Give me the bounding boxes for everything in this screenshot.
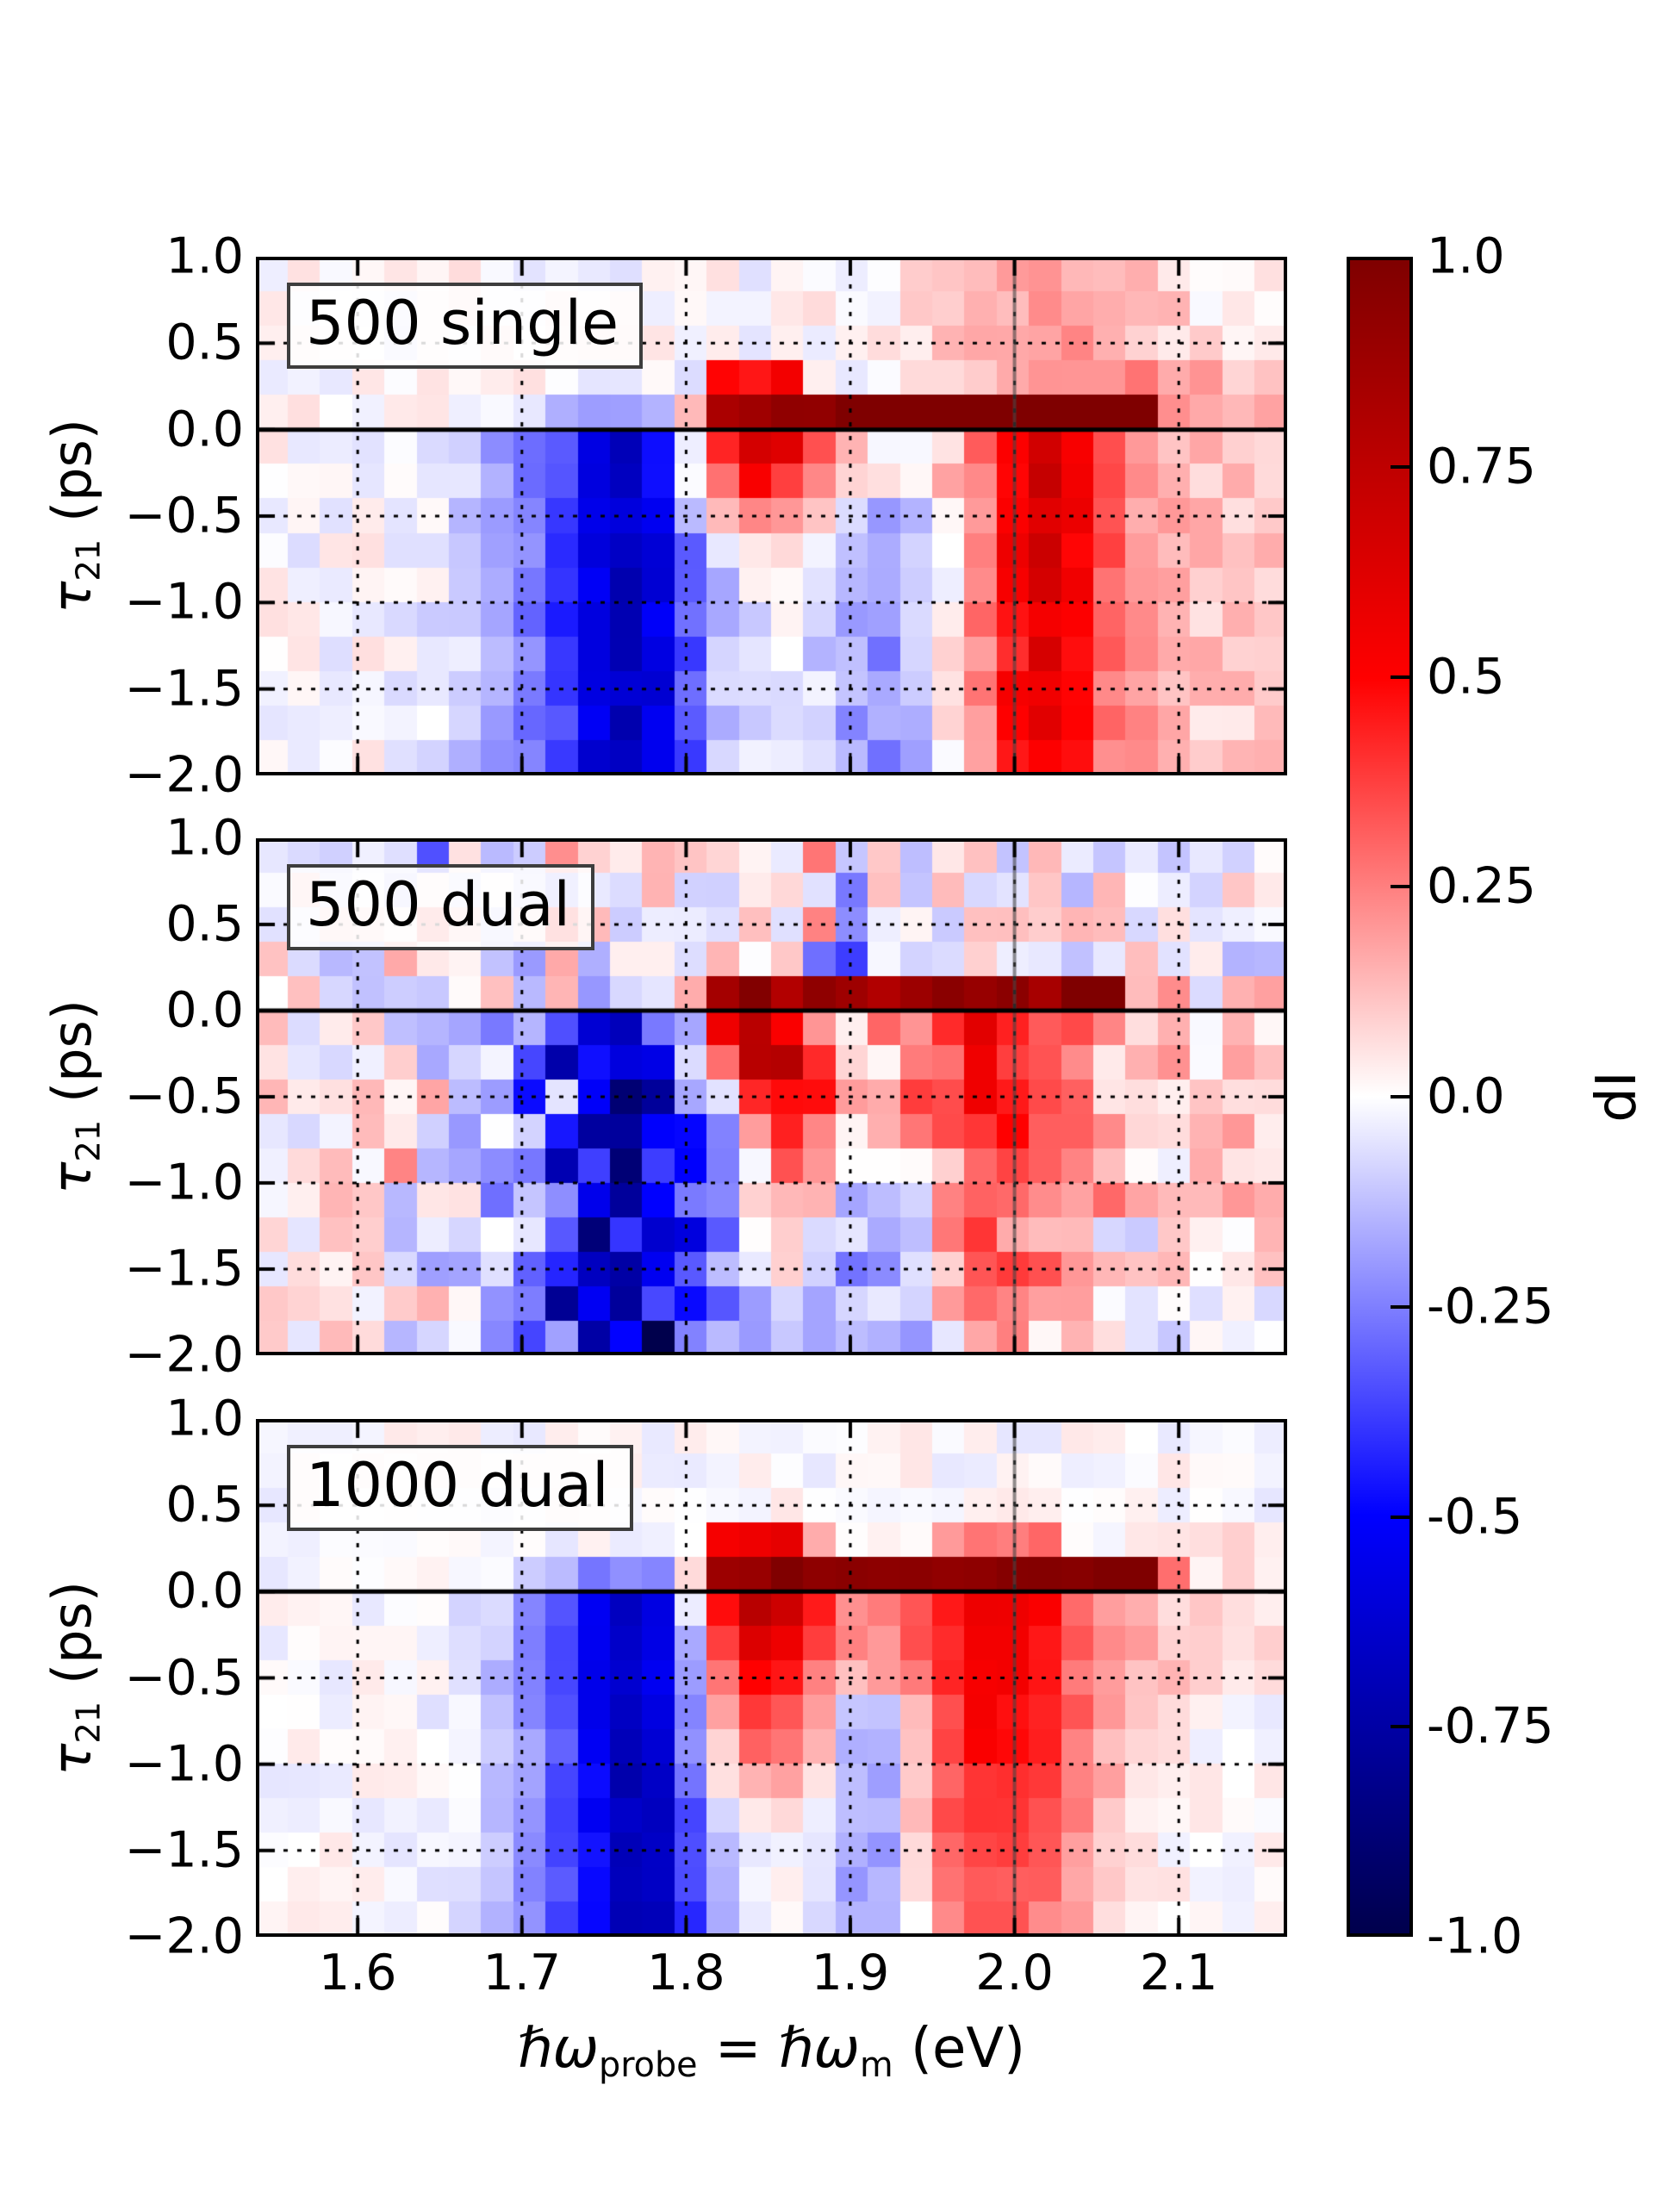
y-tick-label: 0.0 [165, 981, 244, 1039]
heatmap-panel-500-dual: 500 dual [256, 838, 1287, 1355]
panel-title: 500 dual [306, 869, 571, 940]
colorbar-tick [1391, 1304, 1409, 1309]
y-axis-label: τ21 (ps) [40, 999, 109, 1194]
colorbar-tick-label: 0.0 [1427, 1067, 1505, 1125]
label-fragment: τ [40, 1743, 103, 1776]
heatmap-panel-1000-dual: 1000 dual [256, 1419, 1287, 1937]
y-tick-label: 1.0 [165, 227, 244, 285]
y-tick-label: −0.5 [124, 1067, 244, 1125]
label-fragment: (ps) [40, 1580, 103, 1702]
y-tick-label: −2.0 [124, 1326, 244, 1384]
colorbar-tick [1391, 675, 1409, 679]
label-fragment: τ [40, 581, 103, 613]
y-tick-label: 0.5 [165, 1476, 244, 1534]
panel-title: 1000 dual [306, 1450, 609, 1521]
y-tick-label: 0.5 [165, 895, 244, 953]
label-fragment: 21 [69, 538, 109, 582]
x-tick-label: 1.9 [811, 1945, 890, 2001]
colorbar-tick-label: 0.25 [1427, 857, 1536, 915]
panel-title-box: 500 dual [287, 864, 595, 950]
x-tick-label: 1.8 [647, 1945, 725, 2001]
panel-title: 500 single [306, 288, 619, 358]
label-fragment: τ [40, 1161, 103, 1194]
y-axis-label: τ21 (ps) [40, 419, 109, 613]
x-axis-label: ℏωprobe = ℏωm (eV) [518, 2021, 1025, 2083]
x-tick-label: 1.6 [318, 1945, 397, 2001]
x-tick-label: 1.7 [482, 1945, 562, 2001]
colorbar-tick [1391, 1095, 1409, 1098]
panel-title-box: 500 single [287, 283, 644, 369]
label-fragment: (ps) [40, 999, 103, 1120]
y-tick-label: −1.0 [124, 573, 244, 631]
heatmap-panel-500-single: 500 single [256, 257, 1287, 775]
y-tick-label: −1.5 [124, 1821, 244, 1879]
x-tick-label: 2.0 [975, 1945, 1054, 2001]
label-fragment: ℏω [778, 2017, 861, 2081]
y-axis-label: τ21 (ps) [40, 1581, 109, 1776]
x-tick-label: 2.1 [1139, 1945, 1218, 2001]
colorbar-axis-label: dI [1585, 1071, 1649, 1123]
y-tick-label: −0.5 [124, 487, 244, 545]
y-tick-label: 0.0 [165, 401, 244, 458]
colorbar-tick [1391, 885, 1409, 889]
y-tick-label: −1.5 [124, 1240, 244, 1298]
y-tick-label: 1.0 [165, 1390, 244, 1447]
y-tick-label: −1.0 [124, 1735, 244, 1793]
label-fragment: 21 [69, 1119, 109, 1162]
label-fragment: probe [599, 2045, 698, 2086]
colorbar-tick-label: 0.75 [1427, 438, 1536, 495]
y-tick-label: 0.0 [165, 1562, 244, 1620]
y-tick-label: −0.5 [124, 1649, 244, 1706]
y-tick-label: 1.0 [165, 809, 244, 867]
label-fragment: (eV) [893, 2017, 1026, 2081]
colorbar-tick-label: 1.0 [1427, 227, 1505, 285]
y-tick-label: −2.0 [124, 1908, 244, 1965]
label-fragment: m [860, 2045, 893, 2086]
y-tick-label: −1.0 [124, 1154, 244, 1211]
label-fragment: 21 [69, 1701, 109, 1744]
panel-title-box: 1000 dual [287, 1445, 633, 1531]
colorbar-tick-label: -0.25 [1427, 1278, 1554, 1335]
label-fragment: ℏω [517, 2017, 600, 2081]
label-fragment: (ps) [40, 419, 103, 539]
y-tick-label: −1.5 [124, 660, 244, 718]
colorbar-tick-label: -0.5 [1427, 1488, 1523, 1545]
colorbar-tick [1391, 1725, 1409, 1729]
colorbar-tick-label: 0.5 [1427, 648, 1505, 705]
colorbar-tick-label: -1.0 [1427, 1908, 1523, 1965]
y-tick-label: 0.5 [165, 314, 244, 371]
colorbar-tick [1391, 464, 1409, 469]
colorbar-tick [1391, 1515, 1409, 1519]
colorbar-tick-label: -0.75 [1427, 1697, 1554, 1755]
y-tick-label: −2.0 [124, 746, 244, 804]
label-fragment: = [697, 2017, 779, 2081]
